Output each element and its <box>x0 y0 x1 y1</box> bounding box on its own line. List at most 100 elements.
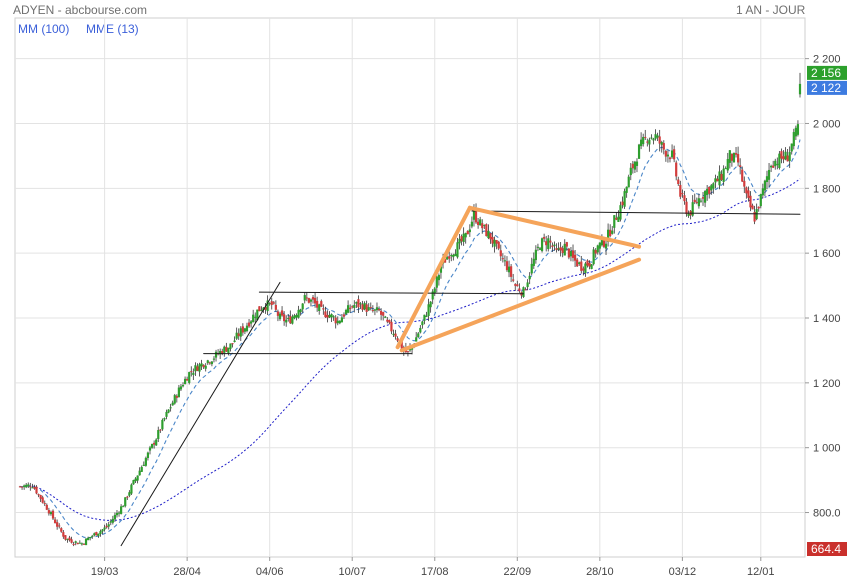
candle-body <box>369 307 372 309</box>
candle <box>89 536 92 541</box>
candle <box>163 417 166 422</box>
candle <box>751 203 754 210</box>
candle-body <box>406 351 410 353</box>
candle-body <box>421 321 424 326</box>
candle-body <box>524 289 527 291</box>
candle <box>687 210 690 218</box>
candle-body <box>247 322 251 327</box>
candle-body <box>353 304 356 308</box>
candle <box>318 303 321 315</box>
candle <box>590 264 593 270</box>
candle-body <box>206 360 209 364</box>
candle-body <box>99 531 102 535</box>
candle <box>640 132 643 150</box>
candle <box>611 226 614 235</box>
candle-body <box>342 314 346 317</box>
candle <box>165 409 168 420</box>
candle <box>598 242 601 255</box>
price-badge-label: 664.4 <box>811 542 841 556</box>
candle <box>146 451 150 461</box>
candle <box>792 128 795 150</box>
candle-body <box>761 188 764 196</box>
candle <box>656 132 659 142</box>
candle <box>344 308 348 316</box>
candle-body <box>214 351 218 358</box>
candle <box>194 362 197 376</box>
candle-body <box>631 163 634 169</box>
candle <box>479 216 482 226</box>
candle <box>270 297 273 310</box>
candle-body <box>708 186 711 194</box>
candle <box>534 245 537 264</box>
candle-body <box>280 310 284 316</box>
candle-body <box>324 311 327 318</box>
candle-body <box>272 302 275 304</box>
candle <box>260 306 263 312</box>
candle <box>351 305 354 309</box>
candle <box>722 165 725 186</box>
candle-body <box>101 529 104 532</box>
candle-body <box>62 532 65 537</box>
candle-body <box>171 402 174 406</box>
candle <box>629 163 632 181</box>
candle-body <box>35 486 38 494</box>
candle-body <box>208 362 211 364</box>
candle <box>573 250 577 267</box>
candle <box>567 247 570 260</box>
candle-body <box>586 260 589 266</box>
candle <box>609 224 612 238</box>
candle <box>330 313 333 322</box>
candle <box>673 145 676 163</box>
candle <box>474 203 478 224</box>
candle <box>631 160 634 174</box>
candle <box>367 303 370 312</box>
candle <box>765 170 769 190</box>
candle-body <box>157 430 160 439</box>
candle-body <box>332 316 335 318</box>
candle <box>291 314 294 325</box>
candle-body <box>53 519 57 524</box>
price-badge-low: 664.4 <box>807 542 847 556</box>
candle-body <box>555 248 558 250</box>
annotations <box>120 205 801 547</box>
candle <box>658 129 661 152</box>
candle-body <box>74 541 77 543</box>
candle <box>334 315 337 329</box>
candle-body <box>439 266 443 273</box>
candle-body <box>25 484 28 488</box>
candle-body <box>446 256 449 260</box>
candle-body <box>794 127 797 137</box>
candle <box>582 266 585 276</box>
candle <box>33 484 36 490</box>
candle-body <box>757 206 760 209</box>
candle <box>120 504 123 515</box>
candle-body <box>736 154 740 163</box>
candle <box>435 275 438 293</box>
candle-body <box>394 333 397 337</box>
candle <box>175 394 178 403</box>
candle-body <box>437 275 440 281</box>
y-tick-label: 1 600 <box>813 248 841 260</box>
candle <box>648 137 651 152</box>
candle-body <box>165 411 168 417</box>
candle-body <box>780 151 783 159</box>
candle-body <box>270 301 273 305</box>
candle <box>720 170 723 182</box>
candle <box>637 143 641 159</box>
candle-body <box>49 512 53 515</box>
candlesticks <box>18 72 802 547</box>
candle-body <box>753 211 756 222</box>
candle <box>767 163 771 188</box>
candle <box>303 292 306 304</box>
candle <box>188 371 191 385</box>
candle-body <box>295 315 298 318</box>
candle <box>518 283 521 293</box>
candle <box>210 361 214 367</box>
candle <box>532 252 535 269</box>
candle-body <box>792 132 795 147</box>
candle-body <box>732 152 736 163</box>
candle <box>619 201 622 222</box>
plot-frame <box>14 17 806 558</box>
candle-body <box>285 319 288 323</box>
candle-body <box>765 176 769 183</box>
